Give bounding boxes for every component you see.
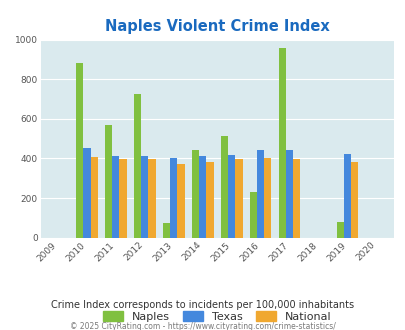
Bar xyxy=(336,222,343,238)
Bar xyxy=(119,159,126,238)
Bar xyxy=(285,150,292,238)
Bar xyxy=(256,150,264,238)
Bar xyxy=(177,164,184,238)
Bar xyxy=(105,125,112,238)
Bar xyxy=(76,63,83,238)
Bar xyxy=(192,150,198,238)
Text: Crime Index corresponds to incidents per 100,000 inhabitants: Crime Index corresponds to incidents per… xyxy=(51,300,354,310)
Bar xyxy=(83,148,90,238)
Bar xyxy=(90,157,98,238)
Bar xyxy=(350,162,358,238)
Bar xyxy=(228,155,235,238)
Bar xyxy=(134,94,141,238)
Bar xyxy=(235,159,242,238)
Bar xyxy=(343,154,350,238)
Bar xyxy=(206,162,213,238)
Bar xyxy=(162,223,170,238)
Bar xyxy=(292,159,300,238)
Bar xyxy=(198,156,206,238)
Bar xyxy=(249,192,256,238)
Bar xyxy=(112,156,119,238)
Bar xyxy=(220,136,228,238)
Legend: Naples, Texas, National: Naples, Texas, National xyxy=(98,307,335,326)
Bar xyxy=(278,48,285,238)
Bar xyxy=(141,156,148,238)
Bar xyxy=(264,158,271,238)
Title: Naples Violent Crime Index: Naples Violent Crime Index xyxy=(104,19,329,34)
Text: © 2025 CityRating.com - https://www.cityrating.com/crime-statistics/: © 2025 CityRating.com - https://www.city… xyxy=(70,322,335,330)
Bar xyxy=(170,158,177,238)
Bar xyxy=(148,159,155,238)
